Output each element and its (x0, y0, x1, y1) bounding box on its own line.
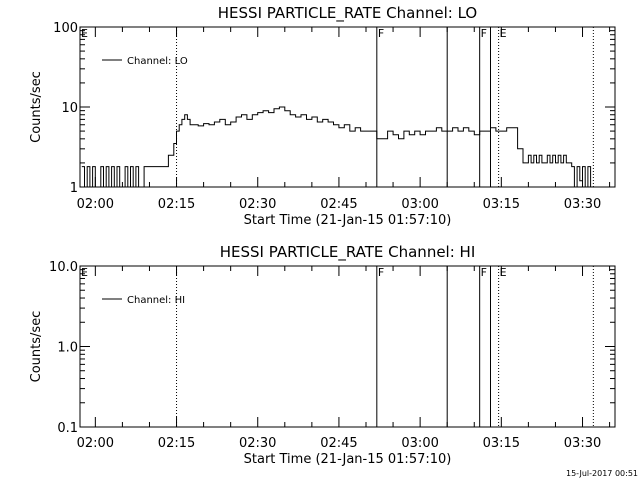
x-tick-label: 03:30 (564, 197, 601, 212)
x-tick-label: 03:00 (401, 197, 438, 212)
y-tick-label: 1.0 (57, 341, 78, 356)
y-tick-label: 100 (53, 21, 78, 36)
y-tick-label: 0.1 (57, 421, 78, 436)
plot-frame (79, 265, 616, 428)
x-tick-label: 03:15 (483, 436, 520, 451)
series-line (81, 106, 594, 188)
x-tick-label: 02:00 (77, 436, 114, 451)
panel-hi: HESSI PARTICLE_RATE Channel: HI 0.1 1.0 10.… (29, 243, 616, 467)
x-tick-label: 02:15 (158, 197, 195, 212)
x-tick-label: 02:00 (77, 197, 114, 212)
y-tick-label: 1 (70, 181, 78, 196)
event-marker-label: F (481, 27, 487, 40)
event-marker-label: F (378, 266, 384, 279)
x-axis-label: Start Time (21-Jan-15 01:57:10) (244, 452, 452, 467)
date-stamp: 15-Jul-2017 00:51 (566, 469, 638, 478)
y-axis-label: Counts/sec (29, 71, 44, 143)
x-tick-label: 02:45 (320, 197, 357, 212)
legend-entry: Channel: LO (127, 56, 188, 67)
event-marker-label: E (500, 266, 507, 279)
x-tick-label: 03:15 (483, 197, 520, 212)
x-tick-label: 03:30 (564, 436, 601, 451)
y-axis-label: Counts/sec (29, 311, 44, 383)
chart-title: HESSI PARTICLE_RATE Channel: HI (220, 243, 476, 262)
x-tick-label: 02:30 (239, 436, 276, 451)
x-tick-label: 02:45 (320, 436, 357, 451)
chart-title: HESSI PARTICLE_RATE Channel: LO (218, 4, 477, 23)
plot-frame (79, 26, 616, 188)
x-tick-label: 03:00 (401, 436, 438, 451)
start-marker-label: E (81, 27, 88, 40)
event-marker-label: E (500, 27, 507, 40)
x-tick-label: 02:15 (158, 436, 195, 451)
legend-entry: Channel: HI (127, 295, 185, 306)
x-tick-label: 02:30 (239, 197, 276, 212)
y-tick-label: 10.0 (49, 260, 78, 275)
x-axis-label: Start Time (21-Jan-15 01:57:10) (244, 213, 452, 228)
event-marker-label: F (481, 266, 487, 279)
start-marker-label: E (81, 266, 88, 279)
panel-lo: HESSI PARTICLE_RATE Channel: LO 1 10 100 Cou… (29, 4, 616, 228)
event-marker-label: F (378, 27, 384, 40)
y-tick-label: 10 (61, 101, 78, 116)
